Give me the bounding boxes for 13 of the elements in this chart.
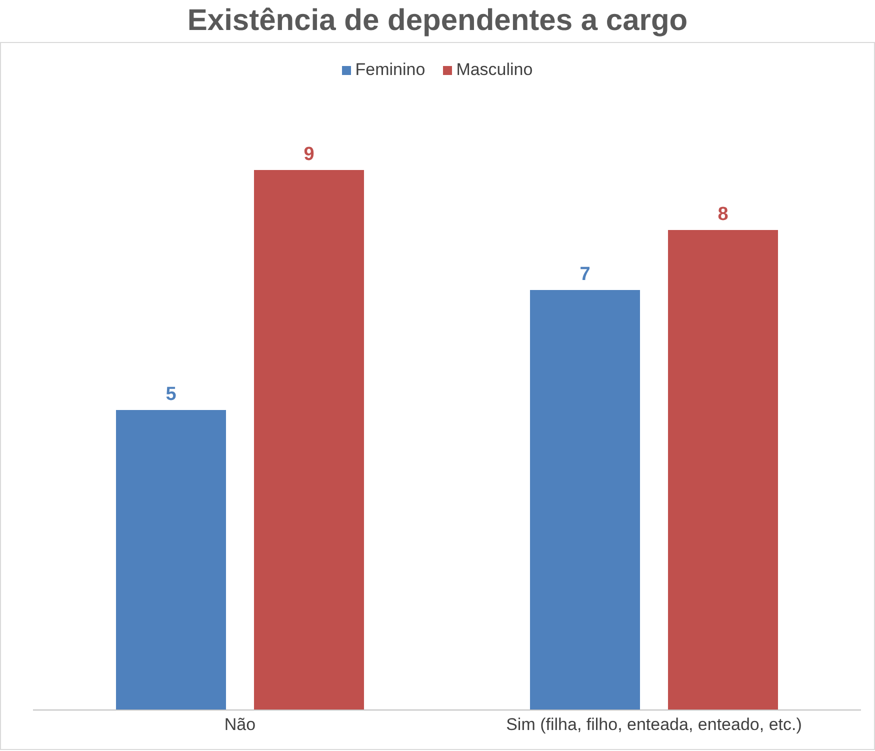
x-tick-label: Não (224, 715, 256, 734)
bar (530, 290, 640, 710)
legend-label: Masculino (455, 60, 533, 80)
bar (254, 170, 364, 710)
x-tick-label: Sim (filha, filho, enteada, enteado, etc.) (506, 715, 802, 734)
data-label: 8 (718, 204, 728, 225)
legend-label: Feminino (354, 60, 426, 80)
bar (116, 410, 226, 710)
data-label: 5 (166, 384, 177, 405)
data-label: 9 (304, 144, 314, 165)
data-label: 7 (580, 264, 590, 285)
chart-title: Existência de dependentes a cargo (186, 4, 689, 38)
bar (668, 230, 778, 710)
